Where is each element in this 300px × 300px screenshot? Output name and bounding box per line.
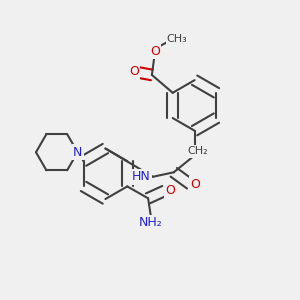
Text: HN: HN xyxy=(132,170,151,183)
Text: NH₂: NH₂ xyxy=(139,217,163,230)
Text: O: O xyxy=(129,65,139,79)
Text: CH₃: CH₃ xyxy=(167,34,188,44)
Text: N: N xyxy=(73,146,82,159)
Text: O: O xyxy=(165,184,175,197)
Text: O: O xyxy=(190,178,200,191)
Text: O: O xyxy=(150,45,160,58)
Text: CH₂: CH₂ xyxy=(187,146,208,157)
